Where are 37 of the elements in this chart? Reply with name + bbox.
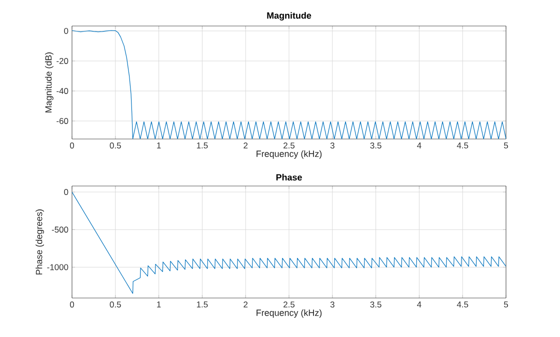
x-tick-label: 1 <box>157 142 161 148</box>
x-axis-title: Frequency (kHz) <box>256 309 322 318</box>
y-axis-title: Phase (degrees) <box>36 209 44 274</box>
x-axis-title: Frequency (kHz) <box>256 150 322 159</box>
x-tick-label: 1.5 <box>196 302 208 308</box>
x-tick-label: 1 <box>157 302 161 308</box>
x-tick-label: 4.5 <box>456 302 468 308</box>
x-tick-label: 3 <box>330 302 334 308</box>
x-tick-label: 5 <box>504 302 508 308</box>
x-tick-label: 2 <box>244 302 248 308</box>
line-series <box>72 192 506 294</box>
x-tick-label: 4.5 <box>456 142 468 148</box>
x-tick-label: 2.5 <box>284 302 295 308</box>
chart-title: Phase <box>276 174 302 181</box>
y-tick-label: 0 <box>64 189 68 196</box>
x-tick-label: 1.5 <box>196 142 208 148</box>
y-tick-label: 0 <box>64 28 68 34</box>
x-tick-label: 3.5 <box>370 302 382 308</box>
chart-title: Magnitude <box>267 12 312 20</box>
x-tick-label: 5 <box>504 142 508 148</box>
x-tick-label: 4 <box>417 142 422 148</box>
x-tick-label: 2 <box>244 142 248 148</box>
x-tick-label: 0 <box>70 302 74 308</box>
x-tick-label: 3 <box>330 142 334 149</box>
y-tick-label: -500 <box>52 226 68 233</box>
y-tick-label: -40 <box>56 88 68 94</box>
x-tick-label: 0 <box>70 142 74 149</box>
y-axis-title: Magnitude (dB) <box>45 52 54 112</box>
line-series <box>72 30 506 139</box>
y-tick-label: -1000 <box>47 264 68 270</box>
x-tick-label: 3.5 <box>370 142 382 149</box>
x-tick-label: 0.5 <box>110 302 121 308</box>
x-tick-label: 4 <box>417 302 422 308</box>
x-tick-label: 0.5 <box>110 142 121 149</box>
y-tick-label: -60 <box>56 118 68 124</box>
x-tick-label: 2.5 <box>284 142 295 149</box>
y-tick-label: -20 <box>56 58 68 64</box>
